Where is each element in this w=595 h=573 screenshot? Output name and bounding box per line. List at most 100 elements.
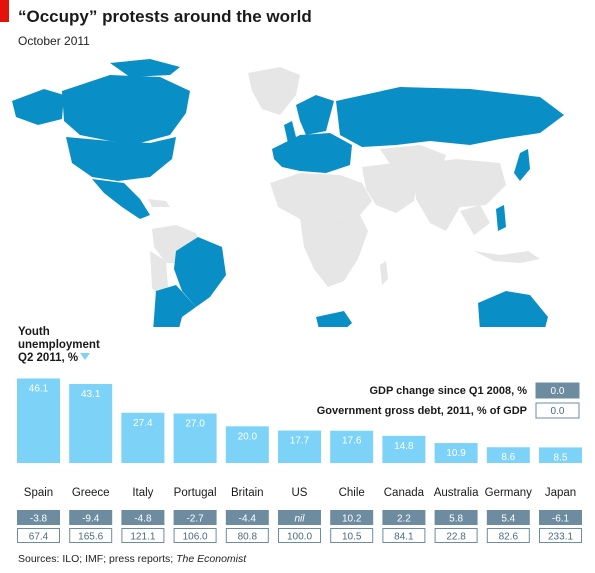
debt-cell xyxy=(278,528,321,543)
bar xyxy=(330,430,374,463)
gdp-cell xyxy=(225,510,269,525)
gdp-cell xyxy=(539,510,582,525)
bar-value-label: 17.6 xyxy=(342,436,362,447)
legend-swatch xyxy=(535,402,580,419)
chart-title: “Occupy” protests around the world xyxy=(18,7,312,26)
category-label: Spain xyxy=(24,487,53,499)
russia xyxy=(336,87,564,147)
debt-value: 84.1 xyxy=(394,532,414,543)
y-label-line: unemployment xyxy=(18,339,100,351)
gdp-value: -2.7 xyxy=(186,514,204,525)
source-note: Sources: ILO; IMF; press reports; The Ec… xyxy=(18,553,246,565)
usa xyxy=(66,137,176,181)
category-label: Canada xyxy=(384,487,425,499)
gdp-value: -4.8 xyxy=(134,514,152,525)
bar-value-label: 8.5 xyxy=(554,452,568,463)
debt-cell xyxy=(330,528,374,543)
category-label: Germany xyxy=(485,487,533,499)
australia xyxy=(478,291,548,327)
debt-cell xyxy=(121,528,165,543)
southeast-asia xyxy=(460,205,490,235)
britain xyxy=(284,121,296,143)
bar-value-label: 46.1 xyxy=(29,383,49,394)
gdp-value: 5.8 xyxy=(449,514,463,525)
china-india xyxy=(414,159,506,231)
europe xyxy=(272,133,352,173)
other-countries xyxy=(148,67,540,301)
source-publication: The Economist xyxy=(176,553,247,565)
bar xyxy=(539,447,582,463)
chart-subtitle: October 2011 xyxy=(18,34,90,48)
gdp-cell xyxy=(382,510,426,525)
bar-value-label: 14.8 xyxy=(394,441,414,452)
bar xyxy=(225,426,269,463)
debt-cell xyxy=(434,528,478,543)
gdp-value: 10.2 xyxy=(342,514,362,525)
scandinavia xyxy=(296,95,334,135)
category-label: Japan xyxy=(545,487,576,499)
y-label-line: Q2 2011, % xyxy=(18,352,78,364)
gdp-value: -9.4 xyxy=(82,514,100,525)
category-label: Greece xyxy=(72,487,110,499)
gdp-cell xyxy=(173,510,217,525)
debt-value: 67.4 xyxy=(29,532,49,543)
gdp-value: -3.8 xyxy=(30,514,48,525)
gdp-cell xyxy=(486,510,530,525)
bar-value-label: 17.7 xyxy=(290,436,310,447)
bar-value-label: 43.1 xyxy=(81,389,101,400)
madagascar xyxy=(380,261,388,285)
gdp-value: nil xyxy=(294,514,305,525)
y-label-line: Youth xyxy=(18,326,50,338)
gdp-value: -4.4 xyxy=(239,514,257,525)
source-text: Sources: ILO; IMF; press reports; xyxy=(18,553,177,565)
gdp-value: 5.4 xyxy=(501,514,515,525)
debt-cell xyxy=(539,528,582,543)
category-label: Australia xyxy=(434,487,479,499)
debt-value: 233.1 xyxy=(548,532,573,543)
debt-cell xyxy=(17,528,60,543)
bars: 46.1 43.1 27.4 27.0 20.0 17.7 17.6 14.8 10.9 8.6 8… xyxy=(17,378,582,463)
debt-value: 82.6 xyxy=(499,532,519,543)
japan xyxy=(514,149,530,181)
y-label-pointer xyxy=(80,353,90,360)
bar xyxy=(278,430,321,463)
gdp-cell xyxy=(17,510,60,525)
legend-swatch-text: 0.0 xyxy=(551,386,565,397)
debt-value: 100.0 xyxy=(287,532,312,543)
caribbean xyxy=(148,199,170,207)
gdp-cell xyxy=(121,510,165,525)
debt-value: 106.0 xyxy=(183,532,208,543)
category-label: Portugal xyxy=(174,487,217,499)
gdp-cell xyxy=(69,510,113,525)
category-label: US xyxy=(292,487,308,499)
bar xyxy=(382,435,426,463)
legend-label: GDP change since Q1 2008, % xyxy=(369,385,527,397)
bar xyxy=(17,378,60,463)
debt-value: 10.5 xyxy=(342,532,362,543)
bar xyxy=(434,443,478,463)
gdp-cell xyxy=(278,510,321,525)
bar xyxy=(69,383,113,463)
gdp-cell xyxy=(330,510,374,525)
bar-value-label: 27.4 xyxy=(133,418,153,429)
south-america-andes xyxy=(150,251,168,301)
bar-value-label: 20.0 xyxy=(238,431,258,442)
debt-cell xyxy=(173,528,217,543)
gdp-cell xyxy=(434,510,478,525)
canada xyxy=(62,75,190,143)
debt-value: 80.8 xyxy=(238,532,258,543)
argentina-chile xyxy=(153,285,196,327)
category-label: Italy xyxy=(132,487,153,499)
north-africa xyxy=(270,173,372,219)
bar-value-label: 8.6 xyxy=(501,452,515,463)
greenland xyxy=(248,67,300,115)
debt-cell xyxy=(69,528,113,543)
protest-countries xyxy=(12,59,564,327)
legend-label: Government gross debt, 2011, % of GDP xyxy=(317,405,527,417)
data-rows: -3.8 67.4 -9.4 165.6 -4.8 121.1 -2.7 106.0 -4.4 8… xyxy=(17,510,582,543)
debt-value: 22.8 xyxy=(446,532,466,543)
bar xyxy=(486,447,530,463)
philippines xyxy=(496,205,506,231)
